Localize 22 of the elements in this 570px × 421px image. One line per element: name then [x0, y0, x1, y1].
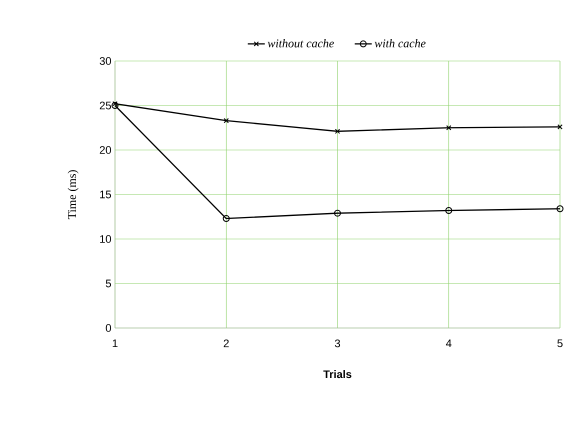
x-axis-title: Trials: [323, 370, 352, 378]
y-tick-label: 25: [100, 102, 112, 110]
y-tick-label: 15: [100, 190, 112, 198]
x-tick-label: 1: [112, 340, 118, 348]
y-tick-label: 5: [106, 280, 112, 288]
y-tick-label: 20: [100, 146, 112, 154]
legend-label: without cache: [268, 39, 334, 48]
y-tick-label: 30: [100, 57, 112, 65]
point: [334, 128, 340, 134]
x-tick-label: 2: [224, 340, 229, 348]
x-tick-label: 4: [446, 340, 452, 348]
y-tick-label: 0: [106, 324, 112, 332]
point: [446, 125, 452, 130]
point: [334, 210, 341, 217]
y-axis-title: Time (ms): [68, 170, 79, 220]
point: [224, 118, 229, 124]
x-tick-label: 5: [557, 340, 563, 348]
y-tick-label: 10: [100, 235, 112, 243]
legend-label: with cache: [374, 39, 426, 48]
x-tick-label: 3: [334, 340, 340, 348]
point: [445, 207, 452, 214]
point: [222, 215, 230, 222]
